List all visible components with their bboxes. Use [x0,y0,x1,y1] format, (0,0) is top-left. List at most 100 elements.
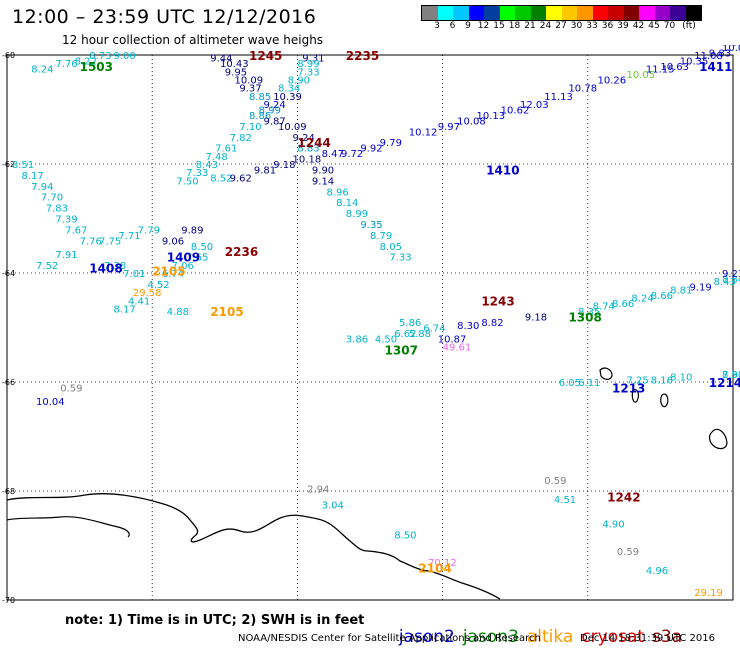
swh-value: 7.06 [172,261,194,272]
colorbar-swatch [453,6,469,20]
swh-value: 4.52 [147,280,169,291]
swh-value: 9.18 [273,160,295,171]
swh-value: 8.99 [259,106,281,117]
swh-value: 6.11 [578,378,600,389]
swh-value: 8.90 [288,76,310,87]
swh-value: 7.70 [41,193,63,204]
swh-value: 9.00 [113,51,135,62]
legend-jason2: jason2 [398,627,455,647]
colorbar-label: 39 [617,21,629,31]
swh-value: 6.62 [394,329,416,340]
pass-time-label: 1214 [709,376,740,390]
colorbar-swatch [468,6,484,20]
swh-value: 12.03 [520,100,549,111]
pass-time-label: 2235 [346,49,379,63]
pass-time-label: 1408 [89,262,122,276]
colorbar-swatch [592,6,608,20]
swh-value: 8.82 [481,318,503,329]
swh-value: 29.19 [694,588,723,599]
swh-value: 0.59 [544,476,566,487]
swh-value: 9.92 [360,144,382,155]
swh-value: 8.96 [326,187,348,198]
swh-value: 8.99 [346,209,368,220]
swh-value: 8.22 [75,56,97,67]
pass-time-label: 2236 [225,245,258,259]
swh-value: 10.39 [273,92,302,103]
swh-value: 8.05 [380,242,402,253]
pass-time-label: 2104 [418,561,451,575]
swh-value: 9.89 [181,225,203,236]
swh-value-labels: 7.768.228.73 9.008.249.4410.439.9510.099.… [12,45,740,599]
lat-lon-grid [6,54,734,601]
swh-value: 3.04 [322,501,344,512]
swh-value: 9.31 [302,54,324,65]
swh-value: 2.94 [307,484,329,495]
swh-value: 7.33 [389,253,411,264]
swh-value: 10.63 [660,62,689,73]
swh-value: 7.50 [176,176,198,187]
colorbar-label: 3 [434,21,440,31]
island-2 [631,389,639,403]
wave-height-map[interactable]: 150153156159162165-60-62-64-66-68-70 7.7… [0,45,740,605]
pass-time-label: 2105 [152,264,185,278]
swh-value: 9.87 [264,116,286,127]
swh-value: 8.34 [722,274,740,285]
swh-value: 9.06 [162,236,184,247]
swh-value: 6.74 [162,269,184,280]
lat-tick-label: -62 [2,160,15,169]
pass-time-label: 1243 [481,294,514,308]
swh-value: 8.66 [612,299,634,310]
swh-value: 8.24 [631,294,653,305]
colorbar-swatch [530,6,546,20]
swh-value: 8.43 [196,160,218,171]
swh-value: 9.37 [239,84,261,95]
colorbar-swatch [484,6,500,20]
swh-value: 10.62 [501,106,530,117]
swh-value: 7.61 [215,144,237,155]
swh-value: 10.18 [293,155,322,166]
colorbar-label: 45 [648,21,660,31]
swh-value: 7.90 [722,370,740,381]
colorbar-swatch [577,6,593,20]
page-subtitle: 12 hour collection of altimeter wave hei… [62,33,324,47]
swh-value: 8.81 [670,285,692,296]
swh-value: 10.09 [278,122,307,133]
swh-value: 5.88 [409,329,431,340]
swh-value: 9.44 [210,54,232,65]
pass-time-label: 1307 [385,343,418,357]
swh-value: 8.99 [297,59,319,70]
colorbar-swatch [499,6,515,20]
swh-value: 9.35 [360,220,382,231]
swh-value: 9.19 [689,283,711,294]
colorbar-label: 36 [601,21,614,31]
colorbar-swatch [654,6,670,20]
swh-value: 7.79 [138,225,160,236]
swh-value: 7.75 [99,236,121,247]
swh-value: 8.24 [31,65,53,76]
legend-s3a: s3a [652,627,683,647]
colorbar-swatch [437,6,453,20]
swh-value: 7.76 [55,59,77,70]
swh-value: 9.18 [525,313,547,324]
swh-value: 10.12 [409,127,438,138]
swh-value: 7.76 [80,236,102,247]
legend-jason3: jason3 [462,627,519,647]
colorbar-label: 24 [539,21,552,31]
swh-value: 7.83 [46,204,68,215]
swh-value: 8.74 [593,302,615,313]
swh-value: 4.90 [602,520,624,531]
swh-value: 10.78 [568,84,597,95]
swh-value: 9.95 [225,67,247,78]
swh-value: 49.61 [443,343,472,354]
swh-value: 9.62 [230,174,252,185]
swh-value: 10.26 [597,76,626,87]
swh-value: 4.51 [554,495,576,506]
swh-value: 10.08 [457,116,486,127]
swh-value: 8.50 [191,242,213,253]
swh-value: 8.17 [113,304,135,315]
swh-value: 9.23 [722,269,740,280]
pass-time-label: 1245 [249,49,282,63]
swh-value: 7.33 [186,168,208,179]
swh-value: 8.10 [670,373,692,384]
swh-value: 8.16 [651,375,673,386]
